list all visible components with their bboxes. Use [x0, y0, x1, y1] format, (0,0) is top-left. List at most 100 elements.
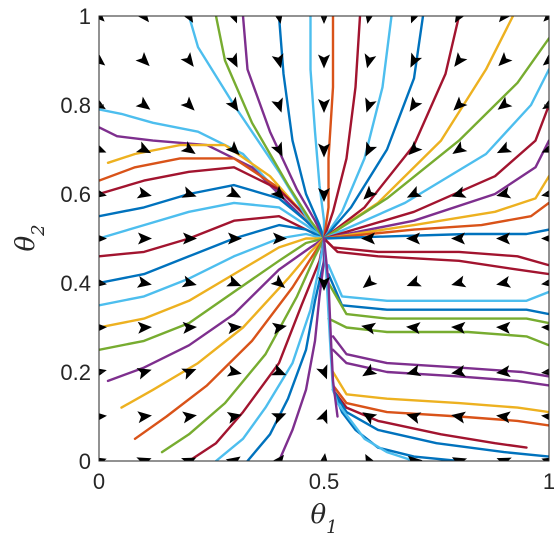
direction-arrow	[406, 322, 421, 335]
direction-arrow	[541, 457, 549, 461]
direction-arrow	[496, 275, 512, 288]
trajectory-line	[214, 16, 326, 240]
trajectory-line	[331, 388, 549, 458]
y-tick-label: 0	[79, 449, 91, 474]
direction-arrow	[99, 52, 106, 66]
direction-arrow	[362, 412, 378, 425]
direction-arrow	[454, 52, 468, 67]
direction-arrow	[541, 141, 549, 153]
trajectory-line	[331, 370, 549, 414]
direction-arrow	[183, 232, 197, 245]
trajectory-line	[322, 103, 549, 240]
direction-arrow	[226, 16, 238, 24]
direction-arrow	[497, 96, 513, 110]
trajectory-line	[99, 237, 326, 351]
y-tick-label: 0.2	[60, 360, 91, 385]
direction-arrow	[99, 16, 105, 22]
direction-arrow	[225, 52, 238, 68]
direction-arrow	[99, 141, 107, 153]
direction-arrow	[271, 53, 284, 69]
direction-arrow	[226, 275, 242, 287]
direction-arrow	[361, 232, 375, 245]
direction-arrow	[496, 411, 511, 424]
y-tick-label: 0.6	[60, 182, 91, 207]
direction-arrow	[136, 457, 152, 461]
direction-arrow	[137, 411, 152, 424]
direction-arrow	[227, 322, 242, 335]
direction-arrow	[316, 364, 328, 380]
direction-arrow	[453, 96, 468, 111]
trajectory-line	[331, 384, 549, 427]
direction-arrow	[364, 53, 377, 69]
direction-arrow	[270, 274, 286, 289]
direction-arrow	[408, 141, 423, 156]
direction-arrow	[496, 141, 513, 154]
direction-arrow	[225, 185, 242, 198]
direction-arrow	[271, 364, 287, 376]
trajectory-line	[327, 317, 549, 347]
direction-arrow	[542, 52, 549, 66]
trajectory-line	[99, 201, 326, 240]
direction-arrow	[451, 275, 467, 288]
trajectory-line	[322, 174, 549, 240]
tick-layer: 0 0.5 1 0 0.2 0.4 0.6 0.8 1	[60, 4, 554, 494]
direction-arrow	[406, 232, 420, 245]
direction-arrow	[496, 457, 512, 461]
trajectory-line	[322, 16, 362, 240]
direction-arrow	[225, 96, 239, 112]
x-axis-label: θ1	[310, 500, 337, 538]
direction-arrow	[99, 411, 107, 424]
direction-arrow	[182, 321, 197, 334]
direction-arrow	[318, 54, 330, 69]
direction-arrow	[406, 364, 422, 377]
direction-arrow	[137, 321, 152, 334]
direction-arrow	[406, 185, 423, 198]
trajectory-line	[99, 232, 326, 307]
direction-arrow	[318, 99, 330, 113]
direction-arrow	[271, 413, 287, 425]
trajectory-line	[309, 16, 326, 240]
direction-arrow	[225, 456, 241, 461]
direction-arrow	[225, 141, 240, 156]
direction-arrow	[318, 277, 330, 291]
direction-arrow	[99, 235, 107, 242]
direction-arrow	[99, 321, 107, 334]
trajectory-line	[331, 388, 528, 449]
direction-arrow	[361, 322, 377, 335]
direction-arrow	[498, 52, 513, 67]
direction-arrow	[451, 186, 467, 198]
direction-arrow	[99, 96, 106, 110]
direction-arrow	[181, 186, 197, 198]
trajectory-line	[322, 237, 339, 418]
direction-arrow	[406, 412, 422, 424]
direction-arrow	[451, 411, 466, 424]
direction-arrow	[180, 52, 194, 67]
direction-arrow	[496, 321, 511, 334]
direction-arrow	[318, 143, 330, 158]
trajectory-line	[106, 237, 326, 383]
direction-arrow	[136, 367, 152, 380]
direction-arrow	[451, 321, 466, 334]
direction-arrow	[181, 457, 197, 461]
trajectory-line	[133, 237, 326, 440]
x-tick-label: 1	[543, 469, 554, 494]
trajectory-line	[241, 16, 326, 240]
trajectory-line	[214, 237, 326, 461]
direction-arrow	[270, 141, 283, 157]
y-tick-label: 1	[79, 4, 91, 29]
direction-arrow	[99, 276, 107, 288]
direction-arrow	[226, 364, 242, 377]
direction-arrow	[135, 16, 150, 23]
direction-arrow	[365, 141, 378, 157]
trajectory-line	[322, 16, 393, 240]
trajectory-line	[322, 237, 549, 276]
direction-arrow	[270, 454, 285, 461]
direction-arrow	[451, 457, 468, 461]
direction-arrow	[226, 411, 242, 424]
direction-arrow	[496, 365, 511, 378]
direction-arrow	[182, 411, 197, 424]
direction-arrow	[407, 455, 423, 461]
direction-arrow	[136, 275, 152, 288]
trajectory-line	[327, 264, 549, 302]
